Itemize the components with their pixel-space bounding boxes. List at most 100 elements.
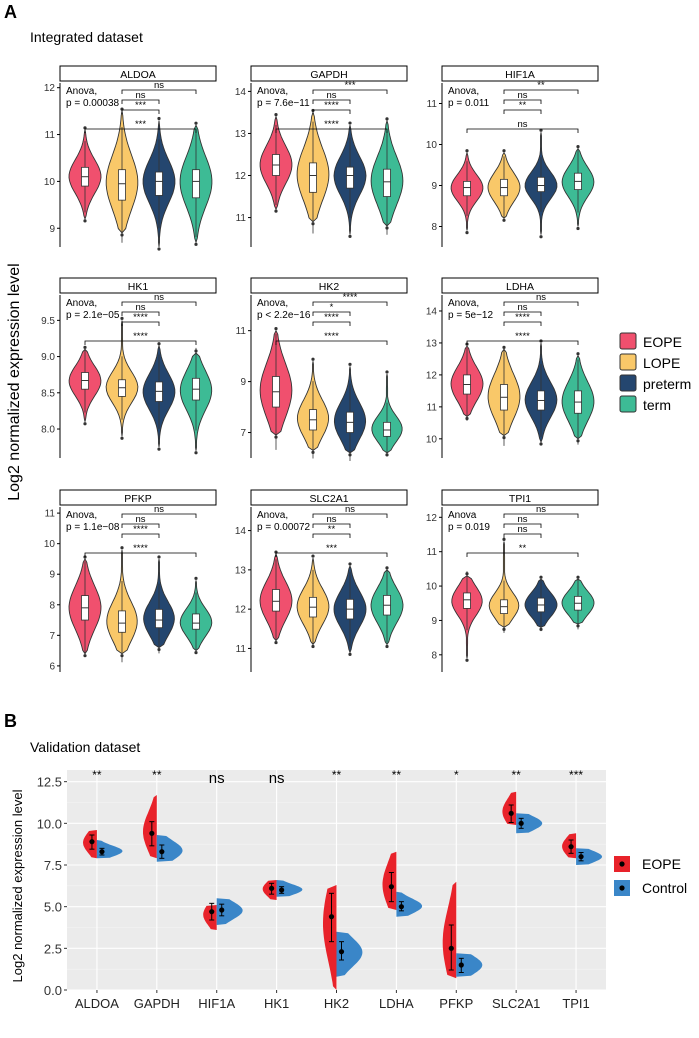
violin-lope (106, 546, 138, 663)
anova-pvalue: p = 7.6e−11 (257, 98, 310, 109)
mean-point-eope (328, 914, 335, 920)
bracket-line (312, 89, 388, 94)
y-tick-label: 11 (236, 644, 247, 655)
bracket-line (84, 340, 197, 345)
anova-pvalue: p = 1.1e−08 (66, 522, 120, 533)
y-tick-label: 10 (426, 434, 438, 445)
box-iqr (463, 180, 471, 197)
outlier-point (274, 640, 278, 645)
bracket-line (312, 311, 351, 316)
violin-preterm (333, 562, 367, 656)
bracket-label: **** (324, 100, 339, 111)
bracket-line (503, 99, 542, 104)
y-tick-label: 9 (431, 616, 437, 627)
y-tick-label: 0.0 (44, 983, 62, 998)
outlier-point (120, 546, 124, 550)
outlier-point (83, 219, 87, 223)
category-slc2a1: ** SLC2A1 (492, 768, 543, 1011)
y-tick-label: 14 (235, 526, 247, 537)
box-iqr (463, 592, 471, 609)
outlier-point (502, 218, 506, 222)
outlier-point (348, 453, 352, 457)
y-tick-label: 13 (426, 338, 438, 349)
outlier-point (120, 436, 124, 440)
legend-key-eope (619, 332, 637, 350)
outlier-point (385, 226, 389, 230)
violin-term (561, 145, 595, 231)
comparison-bracket: *** (84, 119, 197, 133)
mean-point-control (578, 854, 584, 860)
mean-point-control (219, 907, 225, 913)
outlier-point (311, 554, 315, 558)
y-tick-label: 12 (44, 83, 56, 94)
mean-point-eope (508, 810, 514, 816)
outlier-point (274, 327, 278, 331)
y-tick-label: 11 (236, 326, 247, 337)
y-tick-label: 11 (427, 402, 438, 413)
box-iqr (346, 166, 354, 189)
panel-a-legend: EOPE LOPE preterm term (619, 332, 691, 413)
y-tick-label: 8.5 (41, 388, 55, 399)
y-tick-label: 10 (44, 177, 56, 188)
bracket-label: ns (326, 90, 336, 101)
violin-lope (487, 345, 521, 446)
bracket-line (121, 513, 197, 518)
violin-lope (296, 554, 330, 649)
outlier-point (157, 555, 161, 559)
outlier-point (120, 233, 124, 237)
significance-label: ** (332, 768, 342, 782)
y-tick-label: 11 (45, 130, 56, 141)
violin-eope (450, 342, 484, 421)
comparison-bracket: **** (503, 312, 542, 326)
facet-strip-label: HIF1A (505, 69, 535, 81)
legend-label-lope: LOPE (643, 355, 680, 371)
violin-eope (68, 555, 102, 658)
y-tick-label: 12 (235, 605, 247, 616)
category-tpi1: *** TPI1 (562, 768, 603, 1011)
violin-preterm (524, 339, 558, 446)
category-pfkp: * PFKP (439, 768, 483, 1011)
bracket-label: ns (154, 504, 164, 515)
bracket-line (121, 321, 160, 326)
outlier-point (348, 562, 352, 566)
facet-strip-label: GAPDH (310, 69, 347, 81)
panel-b-label: B (4, 711, 17, 731)
violin-preterm (142, 342, 176, 451)
x-tick-label: ALDOA (75, 996, 119, 1011)
box-iqr (118, 169, 126, 201)
outlier-point (194, 349, 198, 353)
comparison-bracket: ns (503, 292, 579, 306)
anova-pvalue: p < 2.2e−16 (257, 310, 311, 321)
bracket-line (312, 99, 351, 104)
comparison-bracket: ** (503, 100, 542, 114)
half-violin-eope (323, 885, 337, 990)
mean-point-eope (89, 839, 95, 845)
outlier-point (311, 222, 315, 226)
comparison-bracket: ns (503, 302, 542, 316)
bracket-label: **** (515, 331, 530, 342)
mean-point-control (159, 849, 165, 855)
comparison-bracket: ** (503, 80, 579, 94)
violin-preterm (524, 575, 558, 632)
panel-a-title: Integrated dataset (30, 29, 143, 45)
outlier-point (83, 422, 87, 426)
category-ldha: ** LDHA (379, 768, 423, 1011)
mean-point-control (338, 949, 345, 955)
y-tick-label: 12 (235, 171, 247, 182)
anova-label: Anova (448, 510, 477, 521)
violin-lope (488, 537, 520, 633)
comparison-bracket: ns (121, 292, 197, 306)
bracket-label: **** (324, 312, 339, 323)
bracket-label: **** (133, 524, 148, 535)
facet-strip-label: SLC2A1 (309, 493, 348, 505)
category-gapdh: ** GAPDH (134, 768, 183, 1011)
bracket-label: **** (343, 292, 358, 303)
outlier-point (465, 658, 469, 662)
anova-label: Anova, (66, 86, 97, 97)
bracket-line (121, 109, 160, 114)
outlier-point (157, 447, 161, 451)
box-iqr (272, 589, 280, 612)
